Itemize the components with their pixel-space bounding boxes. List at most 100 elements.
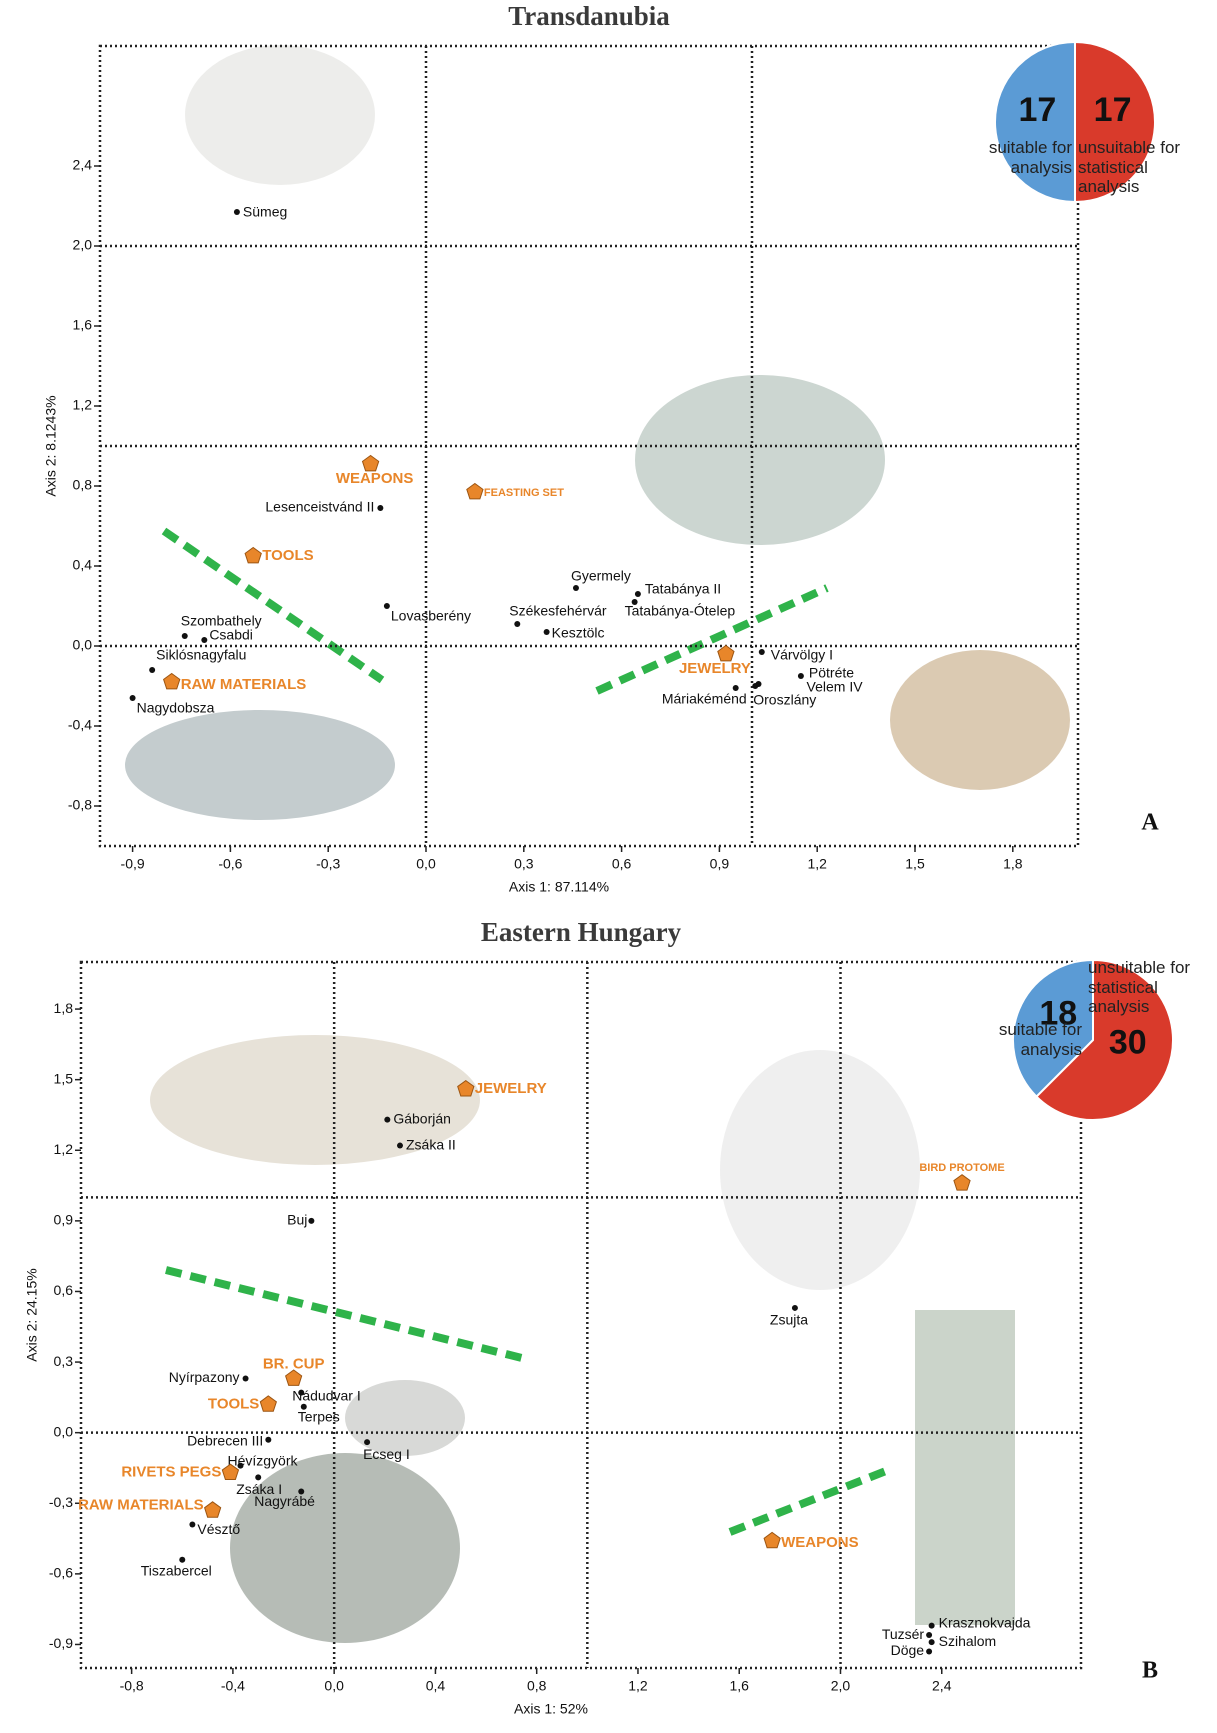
site-point [182,633,188,639]
x-tick-label: -0,8 [120,1678,144,1694]
site-label: Vésztő [197,1521,240,1537]
site-label: Nagydobsza [137,700,215,716]
pie-category-label: unsuitable for statistical analysis [1088,958,1214,1017]
category-label: FEASTING SET [484,487,564,499]
x-tick-label: 2,4 [932,1678,952,1694]
site-point [201,637,207,643]
y-tick-label: 0,0 [73,637,93,653]
category-marker [260,1396,276,1411]
y-tick-label: 0,0 [54,1423,74,1439]
site-point [759,649,765,655]
artifact-image [345,1380,465,1456]
pie-category-label: unsuitable for statistical analysis [1078,138,1213,197]
site-point [573,585,579,591]
category-label: RAW MATERIALS [181,676,307,693]
x-tick-label: 1,2 [628,1678,648,1694]
y-axis-title: Axis 2: 24.15% [24,1268,40,1361]
site-label: Kesztölc [552,625,605,641]
category-marker [467,484,483,499]
x-tick-label: 2,0 [831,1678,851,1694]
figure-canvas: Transdanubia -0,9 -0,6 -0,3 0,0 0,3 0,6 0,9 1,2 1… [0,0,1217,1733]
site-point [234,209,240,215]
panel-label: A [1141,810,1159,836]
category-marker [954,1175,970,1190]
category-label: RAW MATERIALS [78,1496,204,1513]
x-tick-label: 1,8 [1003,856,1023,872]
category-label: TOOLS [208,1395,259,1412]
site-label: Lesenceistvánd II [265,499,374,515]
category-label: BIRD PROTOME [919,1162,1004,1174]
y-tick-label: -0,4 [68,717,92,733]
artifact-image [915,1310,1015,1625]
site-point [397,1143,403,1149]
site-label: Döge [891,1642,925,1658]
site-point [189,1521,195,1527]
y-tick-label: 0,3 [54,1353,74,1369]
site-label: Hévízgyörk [227,1452,298,1468]
y-tick-label: 0,9 [54,1212,74,1228]
pie-category-label: suitable for analysis [950,1020,1082,1059]
site-label: Tuzsér [882,1626,925,1642]
category-label: JEWELRY [679,660,751,677]
site-point [929,1639,935,1645]
site-label: Terpes [298,1408,340,1424]
site-label: Sümeg [243,204,287,220]
x-tick-label: 0,3 [514,856,534,872]
site-point [926,1632,932,1638]
x-tick-label: -0,3 [316,856,340,872]
site-label: Zsáka II [406,1136,456,1152]
site-label: Szihalom [939,1633,997,1649]
x-tick-label: -0,6 [218,856,242,872]
chart-title: Eastern Hungary [481,917,682,947]
site-point [544,629,550,635]
site-label: Gyermely [571,568,631,584]
y-tick-label: 0,8 [73,477,93,493]
category-marker [245,548,261,563]
x-tick-label: 0,0 [416,856,436,872]
x-tick-label: 0,4 [426,1678,446,1694]
y-tick-label: -0,9 [49,1635,73,1651]
site-label: Oroszlány [753,692,816,708]
x-tick-label: 0,0 [324,1678,344,1694]
y-tick-label: 1,5 [54,1070,74,1086]
category-label: JEWELRY [475,1080,547,1097]
panel-label: B [1142,1658,1158,1684]
artifact-image [185,45,375,185]
y-tick-label: 0,6 [54,1282,74,1298]
pie-value: 30 [1109,1023,1147,1061]
site-label: Lovasberény [391,608,471,624]
artifact-image [890,650,1070,790]
site-label: Tatabánya II [645,581,721,597]
category-label: TOOLS [262,547,313,564]
site-label: Ecseg I [363,1446,410,1462]
separator-line [166,1270,522,1358]
site-point [130,695,136,701]
site-point [149,667,155,673]
site-point [243,1376,249,1382]
y-tick-label: -0,8 [68,797,92,813]
x-tick-label: 1,2 [807,856,827,872]
artifact-image [125,710,395,820]
site-label: Várvölgy I [771,647,833,663]
site-point [255,1474,261,1480]
category-marker [205,1502,221,1517]
category-label: RIVETS PEGS [121,1464,221,1481]
category-marker [718,646,734,661]
x-tick-label: -0,4 [221,1678,245,1694]
site-point [384,603,390,609]
category-label: BR. CUP [263,1356,325,1373]
x-tick-label: 1,5 [905,856,925,872]
site-point [364,1439,370,1445]
y-tick-label: 1,2 [73,397,93,413]
site-point [798,673,804,679]
site-point [635,591,641,597]
y-tick-label: 2,4 [73,157,93,173]
category-marker [764,1532,780,1547]
chart-title: Transdanubia [508,1,670,31]
site-label: Siklósnagyfalu [156,647,246,663]
separator-line [730,1469,891,1532]
site-point [752,683,758,689]
category-label: WEAPONS [336,470,414,487]
y-tick-label: 1,6 [73,317,93,333]
site-point [377,505,383,511]
